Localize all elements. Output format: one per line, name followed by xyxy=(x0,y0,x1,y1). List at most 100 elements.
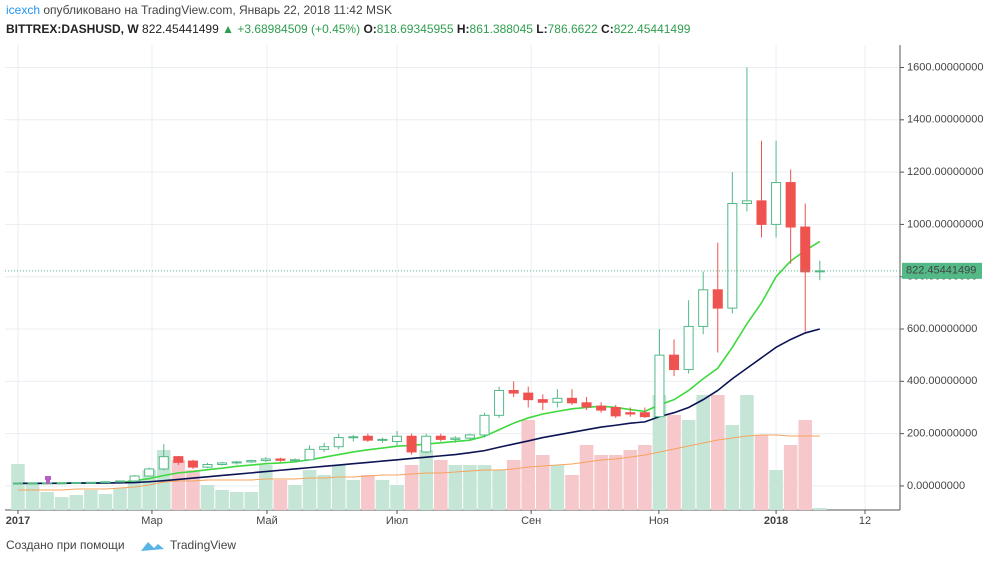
candle-body xyxy=(246,460,257,463)
volume-bar xyxy=(361,475,375,510)
volume-bar xyxy=(623,450,638,510)
ohlc-label: L: xyxy=(536,22,547,36)
volume-bar xyxy=(565,475,579,510)
candle-body xyxy=(552,397,563,403)
candle-body xyxy=(814,270,825,273)
y-tick-label: 600.00000000 xyxy=(907,323,977,335)
x-tick-label: Сен xyxy=(521,515,541,527)
volume-bar xyxy=(463,465,477,510)
change: ▲ +3.68984509 (+0.45%) xyxy=(222,22,360,36)
volume-bar xyxy=(375,480,390,510)
volume-bar xyxy=(25,483,40,510)
candle-body xyxy=(12,482,23,485)
ohlc-value: 861.388045 xyxy=(470,22,534,36)
candle-body xyxy=(289,459,300,462)
volume-bar xyxy=(710,395,725,510)
idea-marker xyxy=(45,476,51,484)
moving-average-line xyxy=(17,240,821,485)
volume-bar xyxy=(244,492,259,510)
volume-bar xyxy=(813,508,827,510)
candle-body xyxy=(304,448,315,461)
volume-bar xyxy=(506,460,521,510)
x-tick-label: 12 xyxy=(859,515,871,527)
candle-body xyxy=(187,460,198,468)
symbol: BITTREX:DASHUSD, W xyxy=(6,22,139,36)
volume-bar xyxy=(492,470,506,510)
footer-text: Создано при помощи xyxy=(6,538,125,552)
candle-body xyxy=(800,226,811,273)
volume-bar xyxy=(433,460,448,510)
volume-bar xyxy=(273,480,288,510)
candle-body xyxy=(158,456,169,470)
candle-body xyxy=(450,437,461,440)
candle-body xyxy=(406,435,417,453)
candle-body xyxy=(771,182,782,225)
candle-body xyxy=(202,463,213,468)
last-price: 822.45441499 xyxy=(142,22,219,36)
volume-bar xyxy=(40,492,54,510)
candle-body xyxy=(129,475,140,482)
candle-body xyxy=(392,435,403,442)
candle-body xyxy=(537,399,548,403)
y-tick-label: 0.00000000 xyxy=(907,480,965,492)
y-tick-label: 1000.00000000 xyxy=(907,218,983,230)
y-tick-label: 1600.00000000 xyxy=(907,61,983,73)
candle-body xyxy=(71,482,82,485)
candle-body xyxy=(27,482,38,485)
candle-body xyxy=(100,481,111,484)
y-tick-label: 400.00000000 xyxy=(907,375,977,387)
volume-bar xyxy=(127,480,142,510)
published: опубликовано на TradingView.com, Январь … xyxy=(43,3,392,17)
candle-body xyxy=(508,389,519,394)
volume-bar xyxy=(113,488,127,510)
x-tick-label: 2018 xyxy=(764,515,788,527)
candle-body xyxy=(275,458,286,461)
candle-body xyxy=(712,289,723,309)
volume-bar xyxy=(390,485,404,510)
volume-bar xyxy=(84,490,98,510)
volume-bar xyxy=(215,490,229,510)
candle-body xyxy=(479,414,490,436)
ohlc-label: C: xyxy=(601,22,614,36)
volume-bar xyxy=(142,470,156,510)
volume-bar xyxy=(594,455,608,510)
y-tick-label: 1200.00000000 xyxy=(907,166,983,178)
ohlc-label: O: xyxy=(363,22,376,36)
footer-brand[interactable]: TradingView xyxy=(170,538,236,552)
volume-bar xyxy=(579,445,594,510)
candle-body xyxy=(610,406,621,417)
candle-body xyxy=(231,461,242,464)
ohlc-value: 822.45441499 xyxy=(614,22,691,36)
x-tick-label: Ноя xyxy=(649,515,669,527)
candle-body xyxy=(625,412,636,415)
candle-body xyxy=(683,325,694,371)
x-tick-label: 2017 xyxy=(6,515,30,527)
candle-body xyxy=(333,437,344,448)
volume-bar xyxy=(638,445,652,510)
candle-body xyxy=(756,200,767,225)
volume-bar xyxy=(681,420,696,510)
volume-bar xyxy=(783,445,798,510)
volume-bar xyxy=(419,450,433,510)
volume-bar xyxy=(259,465,273,510)
y-tick-label: 200.00000000 xyxy=(907,428,977,440)
volume-bar xyxy=(477,465,492,510)
volume-ma-line xyxy=(17,434,820,491)
candle-body xyxy=(785,182,796,228)
candle-body xyxy=(464,434,475,439)
x-tick-label: Июл xyxy=(386,515,408,527)
volume-bar xyxy=(302,470,317,510)
ohlc-value: 818.69345955 xyxy=(377,22,454,36)
candle-body xyxy=(654,354,665,418)
publisher: icexch xyxy=(6,3,40,17)
candle-body xyxy=(727,202,738,309)
candle-body xyxy=(348,436,359,439)
candle-body xyxy=(115,480,126,483)
brand-logo xyxy=(141,542,164,551)
volume-bar xyxy=(346,480,361,510)
volume-bar xyxy=(54,497,69,510)
candle-body xyxy=(639,412,650,418)
candle-body xyxy=(566,397,577,404)
volume-bar xyxy=(521,420,536,510)
